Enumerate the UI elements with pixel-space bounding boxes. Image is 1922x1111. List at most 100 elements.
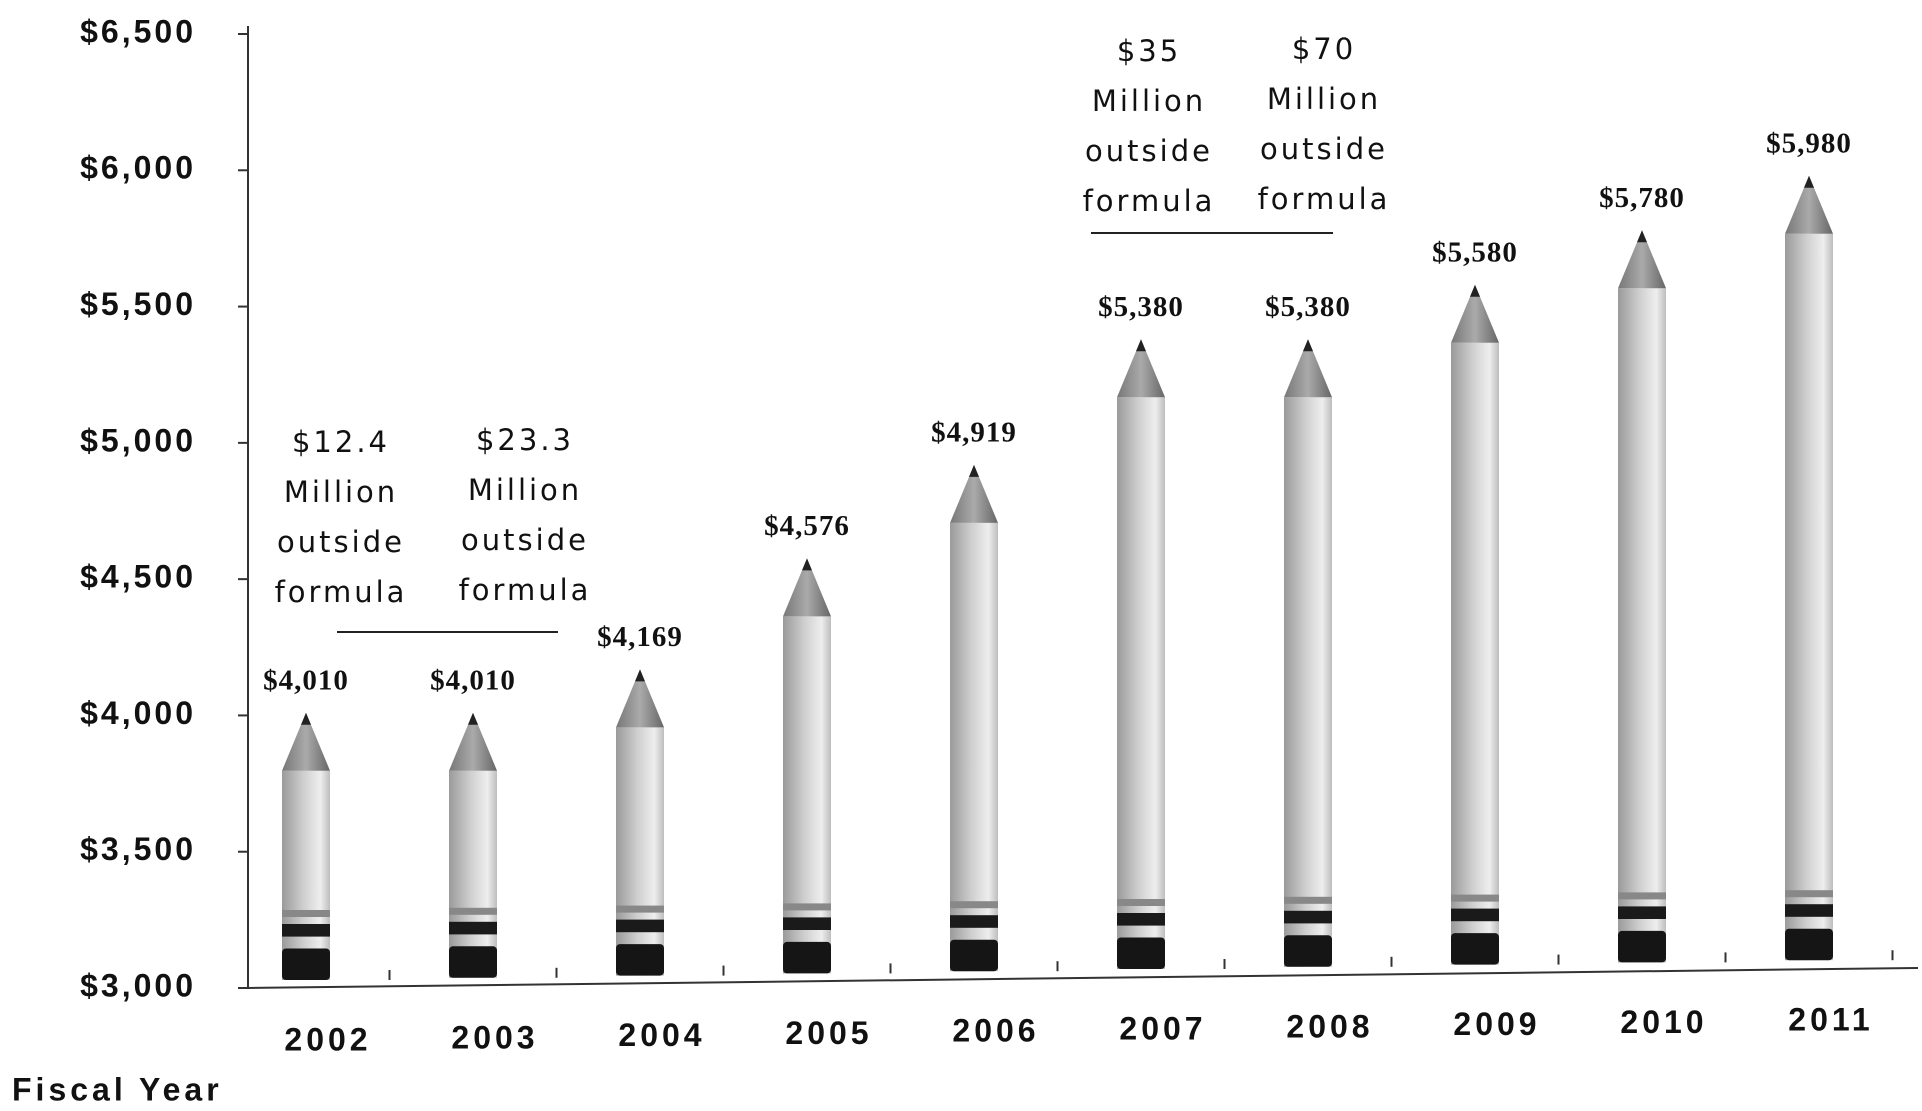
pencil-eraser xyxy=(783,941,831,974)
annotation: Million xyxy=(284,475,398,509)
y-tick-label: $4,000 xyxy=(80,695,196,731)
x-axis-label: Fiscal Year xyxy=(12,1071,223,1107)
pencil-eraser xyxy=(616,944,664,976)
x-tick-label: 2011 xyxy=(1788,1002,1873,1038)
pencil-lead xyxy=(1470,284,1480,297)
pencil-bar xyxy=(616,669,664,976)
pencil-lead xyxy=(802,558,812,571)
annotation: formula xyxy=(275,575,408,609)
annotation: Million xyxy=(468,473,582,507)
pencil-eraser xyxy=(950,939,998,972)
pencil-tip xyxy=(449,712,497,771)
pencil-bar xyxy=(1451,284,1499,965)
pencil-eraser xyxy=(1618,930,1666,963)
pencil-band xyxy=(950,915,998,928)
pencil-band xyxy=(1451,894,1499,902)
pencil-body xyxy=(616,727,664,976)
value-label: $4,169 xyxy=(597,621,683,653)
pencil-body xyxy=(1451,342,1499,965)
x-tick-label: 2007 xyxy=(1119,1010,1206,1046)
pencil-band xyxy=(1451,908,1499,922)
x-tick-label: 2008 xyxy=(1286,1008,1373,1044)
y-tick-label: $5,000 xyxy=(80,422,196,458)
x-tick-label: 2004 xyxy=(618,1017,705,1053)
value-label: $5,780 xyxy=(1599,182,1685,214)
pencil-tip xyxy=(950,464,998,523)
pencil-lead xyxy=(635,669,645,682)
annotation: formula xyxy=(459,573,592,607)
pencil-tip xyxy=(783,558,831,617)
x-tick-label: 2005 xyxy=(785,1015,872,1051)
annotation: $23.3 xyxy=(476,423,574,457)
annotation: Million xyxy=(1092,84,1206,118)
pencil-body xyxy=(1618,288,1666,963)
pencil-band xyxy=(449,907,497,915)
x-tick-label: 2003 xyxy=(451,1019,538,1055)
pencil-body xyxy=(1117,397,1165,969)
pencil-lead xyxy=(969,464,979,477)
x-tick-label: 2009 xyxy=(1453,1006,1540,1042)
pencil-band xyxy=(1618,892,1666,900)
pencil-band xyxy=(783,917,831,930)
pencil-lead xyxy=(1804,175,1814,188)
annotation: outside xyxy=(461,523,589,557)
pencil-tip xyxy=(1117,339,1165,398)
y-tick-label: $6,000 xyxy=(80,150,196,186)
pencil-body xyxy=(1785,233,1833,961)
pencil-tip xyxy=(282,712,330,771)
annotation: outside xyxy=(1260,132,1388,166)
pencil-body xyxy=(449,770,497,978)
annotation: outside xyxy=(1085,134,1213,168)
value-label: $5,580 xyxy=(1432,236,1518,268)
annotation: $35 xyxy=(1117,34,1181,68)
value-label: $4,010 xyxy=(430,664,516,696)
y-tick-label: $5,500 xyxy=(80,286,196,322)
pencil-eraser xyxy=(1451,933,1499,965)
pencil-eraser xyxy=(1117,937,1165,969)
pencil-eraser xyxy=(449,946,497,978)
pencil-band xyxy=(1785,890,1833,898)
x-axis xyxy=(247,967,1919,989)
pencil-bar xyxy=(449,712,497,978)
pencil-tip xyxy=(1284,339,1332,398)
value-label: $5,380 xyxy=(1098,291,1184,323)
pencil-lead xyxy=(1303,339,1313,352)
pencil-tip xyxy=(1618,230,1666,289)
value-label: $5,380 xyxy=(1265,291,1351,323)
pencil-body xyxy=(783,616,831,974)
value-label: $5,980 xyxy=(1766,127,1852,159)
value-label: $4,919 xyxy=(931,417,1017,449)
pencil-lead xyxy=(468,712,478,725)
pencil-band xyxy=(1284,896,1332,904)
pencil-body xyxy=(282,770,330,980)
pencil-band xyxy=(1117,913,1165,926)
pencil-body xyxy=(950,522,998,972)
pencil-band xyxy=(282,924,330,937)
pencil-body xyxy=(1284,397,1332,967)
pencil-bar xyxy=(1284,339,1332,967)
pencil-eraser xyxy=(1785,928,1833,961)
pencil-band xyxy=(616,919,664,933)
pencil-band xyxy=(449,921,497,935)
annotation: outside xyxy=(277,525,405,559)
pencil-tip xyxy=(1451,284,1499,343)
annotation: Million xyxy=(1267,82,1381,116)
x-tick-label: 2002 xyxy=(284,1021,371,1057)
annotation: formula xyxy=(1258,182,1391,216)
pencil-band xyxy=(950,901,998,909)
annotation: formula xyxy=(1083,184,1216,218)
pencil-band xyxy=(282,910,330,917)
pencil-bar xyxy=(1618,230,1666,963)
pencil-band xyxy=(1618,906,1666,919)
x-tick-label: 2010 xyxy=(1620,1004,1707,1040)
pencil-band xyxy=(1117,899,1165,906)
pencil-bar xyxy=(282,712,330,980)
value-label: $4,010 xyxy=(263,664,349,696)
pencil-lead xyxy=(301,712,311,725)
pencil-bar xyxy=(950,464,998,972)
pencil-bar xyxy=(1785,175,1833,961)
pencil-band xyxy=(1284,910,1332,924)
pencil-eraser xyxy=(1284,935,1332,967)
pencil-bar xyxy=(783,558,831,974)
pencil-band xyxy=(1785,904,1833,917)
